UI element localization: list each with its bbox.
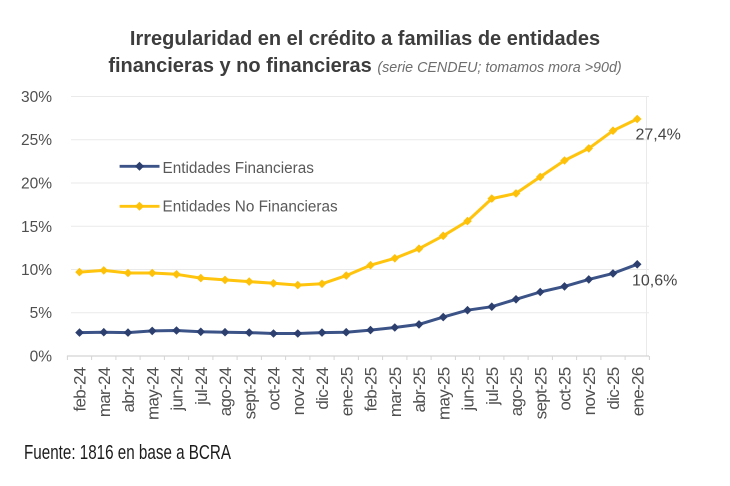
svg-text:ene-26: ene-26 [628, 367, 647, 416]
svg-text:may-24: may-24 [143, 367, 162, 420]
svg-text:may-25: may-25 [434, 367, 453, 420]
svg-text:0%: 0% [30, 349, 53, 366]
svg-text:15%: 15% [21, 219, 52, 236]
svg-text:Entidades No Financieras: Entidades No Financieras [163, 198, 339, 215]
svg-text:jul-24: jul-24 [192, 367, 211, 406]
svg-text:Entidades Financieras: Entidades Financieras [163, 160, 315, 177]
svg-text:nov-24: nov-24 [289, 367, 308, 415]
svg-text:oct-25: oct-25 [556, 367, 575, 410]
svg-text:10,6%: 10,6% [632, 273, 677, 290]
svg-text:jun-25: jun-25 [459, 367, 478, 411]
svg-text:jul-25: jul-25 [483, 367, 502, 406]
svg-text:ago-25: ago-25 [507, 367, 526, 416]
svg-text:ene-25: ene-25 [337, 367, 356, 416]
svg-text:feb-25: feb-25 [362, 367, 381, 411]
svg-text:5%: 5% [30, 305, 53, 322]
svg-text:10%: 10% [21, 262, 52, 279]
svg-text:dic-25: dic-25 [604, 367, 623, 409]
svg-text:abr-25: abr-25 [410, 367, 429, 412]
svg-text:27,4%: 27,4% [636, 127, 681, 144]
svg-text:mar-25: mar-25 [386, 367, 405, 417]
svg-text:mar-24: mar-24 [95, 367, 114, 417]
svg-text:jun-24: jun-24 [168, 367, 187, 411]
svg-text:20%: 20% [21, 176, 52, 193]
svg-text:feb-24: feb-24 [71, 367, 90, 411]
svg-text:nov-25: nov-25 [580, 367, 599, 415]
svg-text:abr-24: abr-24 [119, 367, 138, 412]
svg-text:ago-24: ago-24 [216, 367, 235, 416]
svg-text:sept-25: sept-25 [531, 367, 550, 419]
svg-text:dic-24: dic-24 [313, 367, 332, 409]
svg-text:25%: 25% [21, 132, 52, 149]
svg-text:30%: 30% [21, 89, 52, 106]
svg-text:sept-24: sept-24 [240, 367, 259, 419]
svg-text:oct-24: oct-24 [265, 367, 284, 410]
